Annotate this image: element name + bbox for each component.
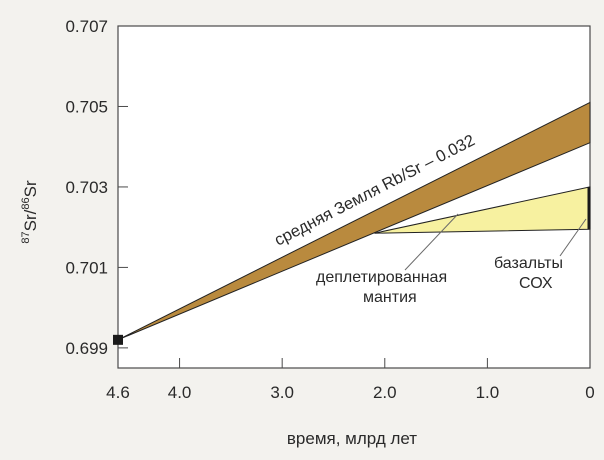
x-axis-title: время, млрд лет: [287, 429, 417, 448]
earth-band-area: [117, 101, 591, 341]
x-tick-label: 1.0: [476, 383, 500, 402]
plot-area: [117, 25, 591, 369]
tick-layer: 0.699 0.701 0.703 0.705 0.707 4.6 4.0 3.0 2.0 1.0…: [65, 17, 594, 402]
morb-label-line2: СОХ: [519, 275, 553, 292]
mantle-label-line2: мантия: [363, 289, 417, 306]
y-tick-label: 0.699: [65, 339, 108, 358]
y-axis-title: 87Sr/86Sr: [20, 180, 40, 244]
y-axis-element-bottom: Sr: [21, 180, 40, 197]
mantle-label-line1: деплетированная: [316, 269, 447, 286]
x-tick-label: 2.0: [373, 383, 397, 402]
morb-leader-line: [559, 218, 587, 257]
x-tick-label: 4.6: [106, 383, 130, 402]
y-tick-label: 0.703: [65, 178, 108, 197]
y-axis-mass-bottom: 86: [20, 197, 32, 209]
mantle-leader-line: [404, 213, 459, 271]
y-tick-label: 0.705: [65, 97, 108, 116]
y-tick-label: 0.701: [65, 258, 108, 277]
start-marker: [113, 334, 123, 345]
y-axis-element-top: Sr/: [21, 209, 40, 231]
x-tick-label: 4.0: [168, 383, 192, 402]
marker-layer: [113, 186, 591, 345]
y-tick-label: 0.707: [65, 17, 108, 36]
morb-label-line1: базальты: [494, 255, 563, 272]
annotation-lines: [404, 213, 587, 271]
x-tick-label: 3.0: [270, 383, 294, 402]
x-tick-label: 0: [585, 383, 594, 402]
y-axis-mass-top: 87: [20, 231, 32, 243]
